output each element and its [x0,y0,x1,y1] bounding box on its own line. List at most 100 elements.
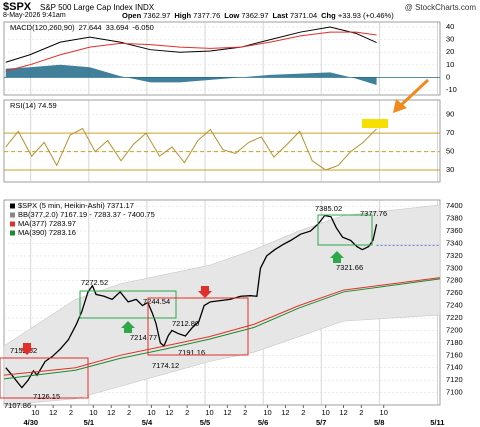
series-line [5,31,377,72]
price-annotation: 7191.16 [178,348,205,357]
brand: @ StockCharts.com [404,3,476,12]
x-tick-label: 2 [359,408,363,417]
drawings [0,78,430,399]
x-tick-label: 12 [107,408,115,417]
y-tick-label: 40 [446,22,454,31]
quote-value: 7377.76 [193,11,221,20]
quote-value: 7371.04 [290,11,318,20]
legend-swatch [10,221,15,227]
red-box [0,357,89,399]
panel [3,99,441,183]
legend-entry: $SPX (5 min, Heikin-Ashi) 7371.17 [18,201,134,210]
price-annotation: 7107.86 [4,401,31,410]
legend-swatch [10,230,15,236]
down-arrow [20,343,34,355]
x-tick-label: 10 [147,408,155,417]
legend-entry: BB(377,2.0) 7167.19 - 7283.37 - 7400.75 [18,210,155,219]
histogram [5,64,377,85]
y-tick-label: 7140 [446,363,463,372]
up-arrow [330,251,344,263]
y-tick-label: 7400 [446,201,463,210]
header: $SPX S&P 500 Large Cap Index INDX @ Stoc… [0,0,480,21]
x-date-label: 4/30 [23,418,38,427]
x-date-label: 5/11 [430,418,444,427]
legend-swatch [10,212,15,218]
y-tick-label: 7220 [446,313,463,322]
x-tick-label: 12 [165,408,173,417]
series-line [3,277,441,376]
x-tick-label: 2 [243,408,247,417]
y-tick-label: 7320 [446,251,463,260]
x-tick-label: 2 [69,408,73,417]
x-tick-label: 10 [89,408,97,417]
panel-title: RSI(14) 74.59 [10,101,57,110]
x-tick-label: 10 [205,408,213,417]
x-tick-label: 10 [321,408,329,417]
pointer-arrow-head [393,99,407,113]
x-tick-label: 12 [281,408,289,417]
x-tick-label: 10 [31,408,39,417]
pointer-arrow [398,78,430,108]
panel-title: MACD(120,260,90) [10,23,75,32]
green-box [317,214,373,246]
quote-label: Low [224,11,240,20]
price-annotation: 7126.15 [33,392,60,401]
legend-entry: MA(390) 7283.16 [18,228,76,237]
y-tick-label: 30 [446,165,454,174]
x-date-label: 5/6 [258,418,268,427]
x-date-label: 5/4 [142,418,153,427]
green-box [79,290,177,319]
price-annotation: 7385.02 [315,204,342,213]
price-annotation: 7321.66 [336,263,363,272]
y-tick-label: 7340 [446,238,463,247]
y-tick-label: 7300 [446,263,463,272]
x-tick-label: 2 [301,408,305,417]
quote-value: 7362.97 [143,11,171,20]
red-box [147,297,249,356]
highlight [362,119,388,128]
x-tick-label: 2 [185,408,189,417]
title-value: -6.050 [133,23,154,32]
y-tick-label: 7120 [446,375,463,384]
x-date-label: 5/8 [374,418,384,427]
series-line [5,127,377,171]
price-annotation: 7212.80 [172,319,199,328]
series-line [5,214,378,389]
y-tick-label: 20 [446,47,454,56]
x-tick-label: 2 [127,408,131,417]
y-tick-label: 7100 [446,388,463,397]
price-annotation: 7377.76 [360,209,387,218]
y-tick-label: 7160 [446,350,463,359]
x-tick-label: 10 [380,408,388,417]
series-line [3,278,441,380]
y-tick-label: 7380 [446,214,463,223]
x-tick-label: 12 [339,408,347,417]
title-value: 27.644 [79,23,102,32]
x-tick-label: 12 [49,408,57,417]
quote-label: Last [272,11,288,20]
price-annotation: 7272.52 [81,278,108,287]
price-annotation: 7244.54 [143,297,170,306]
y-tick-label: 0 [446,72,450,81]
y-tick-label: 70 [446,128,454,137]
price-annotation: 7214.77 [130,333,157,342]
legend-swatch [10,203,15,209]
x-date-label: 5/5 [200,418,210,427]
y-tick-label: 10 [446,60,454,69]
x-date-label: 5/1 [84,418,94,427]
quote-label: Chg [321,11,336,20]
price-annotation: 7174.12 [152,361,179,370]
y-tick-label: 7200 [446,325,463,334]
quote-label: High [174,11,192,20]
y-tick-label: 7280 [446,276,463,285]
y-tick-label: 7360 [446,226,463,235]
y-tick-label: 50 [446,147,454,156]
x-tick-label: 12 [223,408,231,417]
y-tick-label: 90 [446,110,454,119]
index-name: S&P 500 Large Cap Index INDX [40,3,155,12]
y-tick-label: 30 [446,35,454,44]
y-tick-label: 7240 [446,301,463,310]
symbol: $SPX [3,1,32,13]
